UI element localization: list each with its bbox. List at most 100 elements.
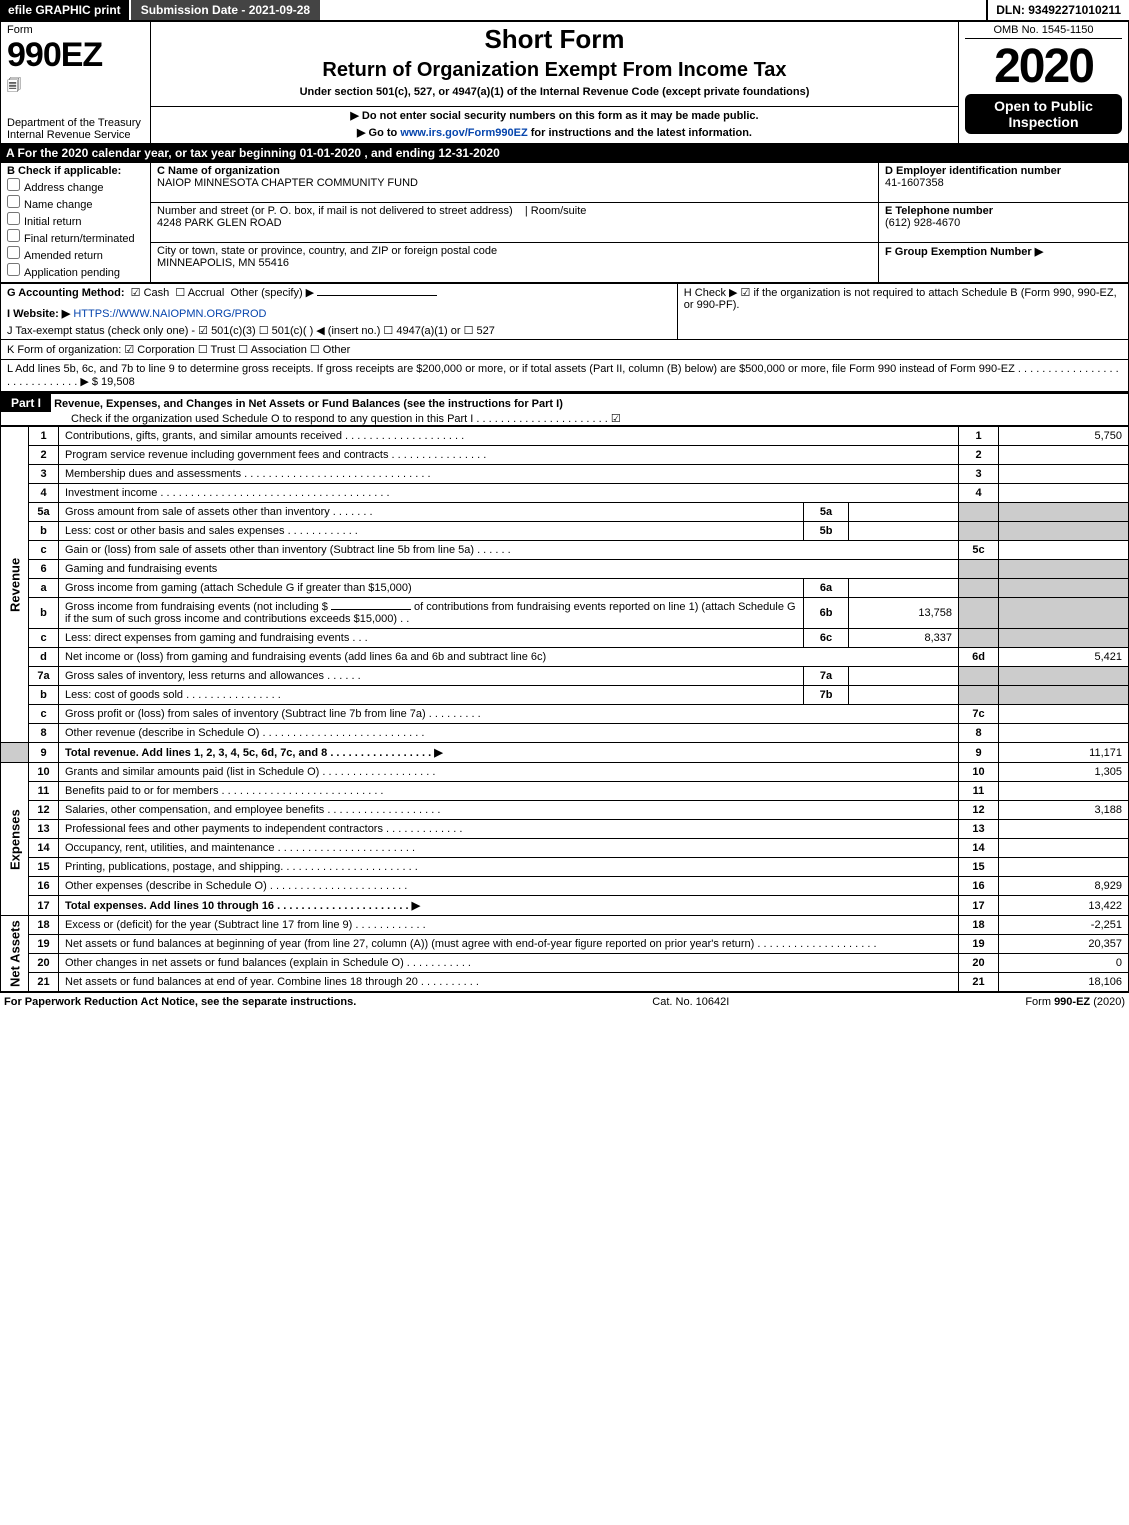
sub-box: 5b — [804, 522, 849, 541]
dln-number: DLN: 93492271010211 — [986, 0, 1129, 20]
line-a-tax-year: A For the 2020 calendar year, or tax yea… — [0, 144, 1129, 162]
tax-year: 2020 — [965, 39, 1122, 94]
line-box: 18 — [959, 916, 999, 935]
line-number: 21 — [29, 973, 59, 992]
line-amount: 3,188 — [999, 801, 1129, 820]
line-desc: Gross profit or (loss) from sales of inv… — [59, 705, 959, 724]
box-g-label: G Accounting Method: — [7, 287, 125, 299]
paperwork-notice: For Paperwork Reduction Act Notice, see … — [4, 996, 356, 1008]
line-desc: Less: cost of goods sold . . . . . . . .… — [59, 686, 804, 705]
sub-box: 7b — [804, 686, 849, 705]
line-box: 1 — [959, 427, 999, 446]
accounting-cash: Cash — [144, 287, 170, 299]
line-number: b — [29, 598, 59, 629]
part1-header: Part I Revenue, Expenses, and Changes in… — [0, 392, 1129, 426]
irs-link[interactable]: www.irs.gov/Form990EZ — [400, 127, 527, 139]
box-j-tax-exempt: J Tax-exempt status (check only one) - ☑… — [7, 324, 671, 337]
org-name: NAIOP MINNESOTA CHAPTER COMMUNITY FUND — [157, 177, 872, 189]
line-amount — [999, 446, 1129, 465]
line-desc: Total revenue. Add lines 1, 2, 3, 4, 5c,… — [59, 743, 959, 763]
line-number: 11 — [29, 782, 59, 801]
line-desc: Other expenses (describe in Schedule O) … — [59, 877, 959, 896]
check-label: Amended return — [24, 250, 103, 262]
line-desc: Less: cost or other basis and sales expe… — [59, 522, 804, 541]
submission-date: Submission Date - 2021-09-28 — [129, 0, 320, 20]
line-number: 10 — [29, 763, 59, 782]
line-amount — [999, 705, 1129, 724]
shaded-cell — [959, 686, 999, 705]
line-number: 16 — [29, 877, 59, 896]
expenses-section-label: Expenses — [1, 763, 29, 916]
check-name-change[interactable] — [7, 195, 20, 208]
line-amount: 5,750 — [999, 427, 1129, 446]
accounting-other: Other (specify) ▶ — [231, 287, 315, 299]
line-desc: Printing, publications, postage, and shi… — [59, 858, 959, 877]
shaded-cell — [999, 686, 1129, 705]
city-label: City or town, state or province, country… — [157, 245, 872, 257]
check-final-return[interactable] — [7, 229, 20, 242]
line-number: b — [29, 686, 59, 705]
sub-value — [849, 686, 959, 705]
line-amount — [999, 839, 1129, 858]
box-e-label: E Telephone number — [885, 205, 1122, 217]
check-initial-return[interactable] — [7, 212, 20, 225]
shaded-cell — [999, 503, 1129, 522]
box-l-value: $ 19,508 — [92, 376, 135, 388]
box-i-label: I Website: ▶ — [7, 308, 70, 320]
line-desc: Benefits paid to or for members . . . . … — [59, 782, 959, 801]
sub-value: 13,758 — [849, 598, 959, 629]
shaded-cell — [999, 522, 1129, 541]
line-amount: 13,422 — [999, 896, 1129, 916]
line-box: 10 — [959, 763, 999, 782]
shaded-cell — [999, 560, 1129, 579]
line-number: c — [29, 541, 59, 560]
ein-value: 41-1607358 — [885, 177, 1122, 189]
ssn-warning: ▶ Do not enter social security numbers o… — [157, 109, 952, 122]
line-amount: 1,305 — [999, 763, 1129, 782]
line-box: 2 — [959, 446, 999, 465]
line-amount: 8,929 — [999, 877, 1129, 896]
form-header: Form 990EZ 🗐 Department of the Treasury … — [0, 21, 1129, 144]
line-box: 21 — [959, 973, 999, 992]
box-b-label: B Check if applicable: — [7, 165, 144, 177]
gh-block: G Accounting Method: ☑ Cash ☐ Accrual Ot… — [0, 283, 1129, 340]
box-f-label: F Group Exemption Number ▶ — [885, 245, 1122, 258]
sub-value — [849, 522, 959, 541]
line-box: 5c — [959, 541, 999, 560]
line-desc: Investment income . . . . . . . . . . . … — [59, 484, 959, 503]
line-desc: Excess or (deficit) for the year (Subtra… — [59, 916, 959, 935]
line-desc: Professional fees and other payments to … — [59, 820, 959, 839]
dept-treasury: Department of the Treasury — [7, 117, 144, 129]
sub-value — [849, 667, 959, 686]
short-form-title: Short Form — [157, 24, 952, 55]
line-desc: Gross income from gaming (attach Schedul… — [59, 579, 804, 598]
line-desc: Less: direct expenses from gaming and fu… — [59, 629, 804, 648]
line-desc: Grants and similar amounts paid (list in… — [59, 763, 959, 782]
line-desc: Net assets or fund balances at beginning… — [59, 935, 959, 954]
check-amended-return[interactable] — [7, 246, 20, 259]
line-amount — [999, 541, 1129, 560]
efile-print-label[interactable]: efile GRAPHIC print — [0, 0, 129, 20]
line-desc: Other revenue (describe in Schedule O) .… — [59, 724, 959, 743]
line-desc: Gross income from fundraising events (no… — [59, 598, 804, 629]
line-amount: 5,421 — [999, 648, 1129, 667]
sub-box: 6c — [804, 629, 849, 648]
line-number: 6 — [29, 560, 59, 579]
street-address: 4248 PARK GLEN ROAD — [157, 217, 872, 229]
shaded-cell — [959, 579, 999, 598]
form-version: Form 990-EZ (2020) — [1025, 996, 1125, 1008]
line-number: 4 — [29, 484, 59, 503]
check-address-change[interactable] — [7, 178, 20, 191]
check-application-pending[interactable] — [7, 263, 20, 276]
line-amount — [999, 782, 1129, 801]
line-desc: Salaries, other compensation, and employ… — [59, 801, 959, 820]
form-lines: Revenue 1 Contributions, gifts, grants, … — [0, 426, 1129, 992]
website-link[interactable]: HTTPS://WWW.NAIOPMN.ORG/PROD — [73, 308, 266, 320]
line-amount — [999, 820, 1129, 839]
shaded-cell — [1, 743, 29, 763]
line-box: 19 — [959, 935, 999, 954]
return-title: Return of Organization Exempt From Incom… — [157, 59, 952, 82]
line-desc: Gain or (loss) from sale of assets other… — [59, 541, 959, 560]
irs-label: Internal Revenue Service — [7, 129, 144, 141]
line-number: 1 — [29, 427, 59, 446]
